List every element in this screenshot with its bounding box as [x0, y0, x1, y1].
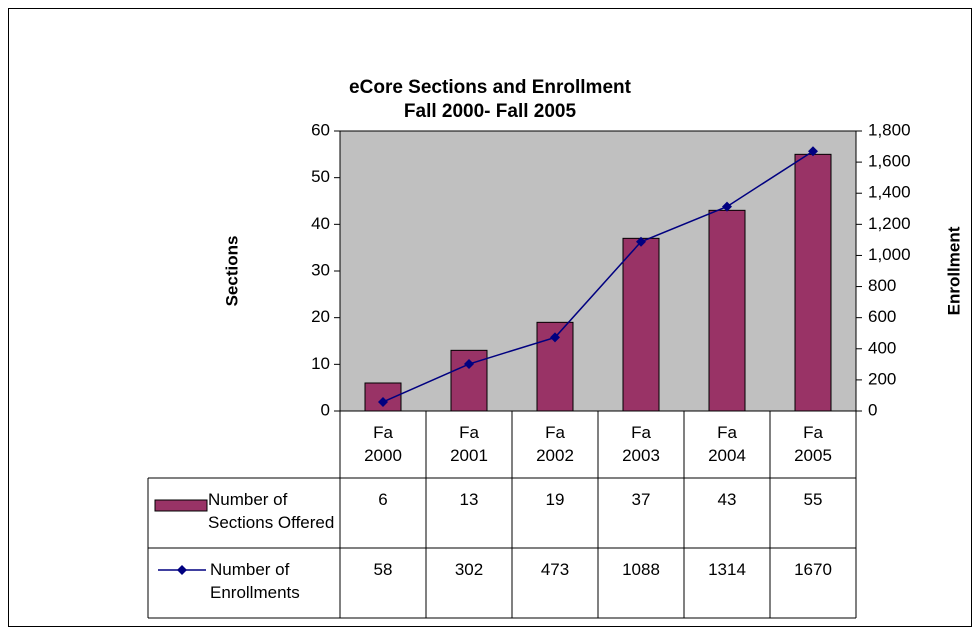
y-tick-label: 0 [321, 400, 330, 419]
x-tick-label: Fa 2004 [708, 423, 746, 465]
y2-tick-label: 1,200 [868, 214, 911, 233]
table-value: 13 [459, 490, 479, 509]
y2-tick-label: 400 [868, 338, 896, 357]
table-value: 58 [373, 560, 393, 579]
y-tick-label: 60 [311, 120, 330, 139]
table-value: 37 [631, 490, 651, 509]
table-value: 6 [378, 490, 388, 509]
y2-tick-label: 1,600 [868, 152, 911, 171]
line-marker [464, 359, 474, 370]
bar [708, 209, 746, 412]
table-value: 1314 [708, 560, 746, 579]
y2-tick-label: 1,000 [868, 245, 911, 264]
y-tick-label: 30 [311, 260, 330, 279]
y2-tick-label: 1,800 [868, 120, 911, 139]
plot-area [339, 130, 857, 412]
legend-marker [177, 565, 187, 575]
line-marker [636, 236, 646, 247]
line-marker [378, 396, 388, 407]
y-axis-title: Sections [222, 236, 241, 307]
line-marker [550, 332, 560, 343]
table-value: 19 [545, 490, 565, 509]
y-tick-label: 10 [311, 354, 330, 373]
y-tick-label: 50 [311, 167, 330, 186]
y2-tick-label: 800 [868, 276, 896, 295]
bar [622, 237, 660, 412]
table-value: 473 [540, 560, 570, 579]
x-tick-label: Fa 2000 [364, 423, 402, 465]
x-tick-label: Fa 2005 [794, 423, 832, 465]
legend-label: Number of Enrollments [210, 560, 300, 602]
chart-subtitle: Fall 2000- Fall 2005 [404, 101, 577, 122]
x-tick-label: Fa 2003 [622, 423, 660, 465]
y2-tick-label: 600 [868, 307, 896, 326]
line [382, 150, 814, 403]
legend-swatch [154, 499, 208, 512]
table-value: 1670 [794, 560, 832, 579]
y2-tick-label: 0 [868, 400, 877, 419]
table-value: 55 [803, 490, 823, 509]
y-tick-label: 20 [311, 307, 330, 326]
chart-title: eCore Sections and Enrollment [349, 77, 632, 98]
x-tick-label: Fa 2001 [450, 423, 488, 465]
y2-axis-title: Enrollment [944, 226, 963, 315]
line-marker [808, 146, 818, 157]
y2-tick-label: 200 [868, 369, 896, 388]
bar [794, 153, 832, 412]
y2-tick-label: 1,400 [868, 183, 911, 202]
table-value: 43 [717, 490, 737, 509]
table-value: 302 [454, 560, 484, 579]
x-tick-label: Fa 2002 [536, 423, 574, 465]
table-value: 1088 [622, 560, 660, 579]
y-tick-label: 40 [311, 214, 330, 233]
legend-label: Number of Sections Offered [208, 490, 335, 532]
line-marker [722, 201, 732, 212]
